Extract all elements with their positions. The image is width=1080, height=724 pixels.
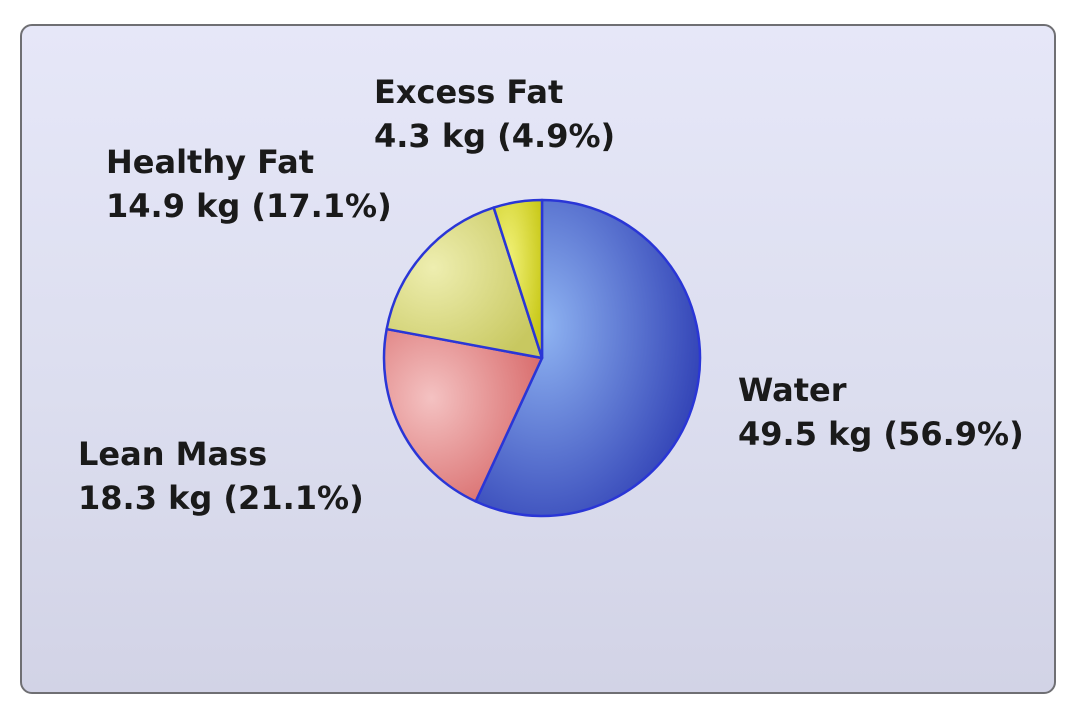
slice-name-excess-fat: Excess Fat — [374, 73, 564, 111]
pie-slice-lean-mass — [382, 327, 544, 503]
chart-panel: Excess Fat 4.3 kg (4.9%) Healthy Fat 14.… — [20, 24, 1056, 694]
slice-label-excess-fat: Excess Fat 4.3 kg (4.9%) — [374, 70, 615, 158]
pie-chart — [382, 198, 702, 518]
pie-slices — [382, 198, 702, 518]
slice-value-lean-mass: 18.3 kg (21.1%) — [78, 479, 364, 517]
slice-value-healthy-fat: 14.9 kg (17.1%) — [106, 187, 392, 225]
slice-value-excess-fat: 4.3 kg (4.9%) — [374, 117, 616, 155]
slice-name-water: Water — [738, 371, 847, 409]
slice-label-healthy-fat: Healthy Fat 14.9 kg (17.1%) — [106, 140, 392, 228]
slice-name-lean-mass: Lean Mass — [78, 435, 268, 473]
slice-name-healthy-fat: Healthy Fat — [106, 143, 314, 181]
slice-label-lean-mass: Lean Mass 18.3 kg (21.1%) — [78, 432, 364, 520]
pie-slice-healthy-fat — [385, 206, 544, 360]
pie-slice-water — [474, 198, 702, 518]
slice-label-water: Water 49.5 kg (56.9%) — [738, 368, 1024, 456]
slice-value-water: 49.5 kg (56.9%) — [738, 415, 1024, 453]
pie-slice-excess-fat — [492, 198, 544, 360]
